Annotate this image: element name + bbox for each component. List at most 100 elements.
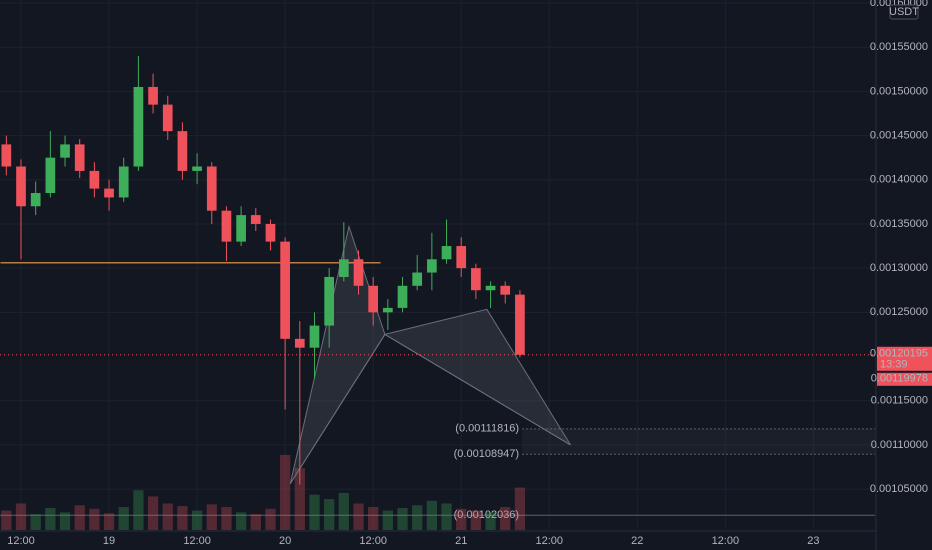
candle-body — [221, 210, 232, 242]
volume-bar — [470, 510, 482, 530]
volume-bar — [118, 507, 129, 530]
candle-body — [383, 307, 393, 313]
candle-body — [192, 166, 202, 171]
candle-body — [309, 325, 320, 348]
volume-bar — [294, 468, 305, 530]
candle-body — [456, 246, 467, 269]
y-tick-label: 0.00125000 — [870, 306, 928, 318]
volume-bar — [30, 514, 41, 530]
currency-box — [889, 4, 919, 20]
currency-label: USDT — [889, 6, 919, 18]
volume-bar — [1, 510, 12, 530]
volume-bar — [265, 508, 276, 530]
x-tick-label: 12:00 — [183, 535, 211, 547]
candle-body — [250, 215, 261, 224]
candle-body — [280, 241, 290, 339]
candle-body — [294, 338, 305, 348]
x-tick-label: 19 — [103, 535, 115, 547]
volume-bar — [382, 510, 393, 530]
volume-bar — [162, 503, 173, 530]
x-tick-label: 21 — [455, 535, 467, 547]
volume-bar — [133, 490, 144, 530]
volume-bar — [338, 492, 349, 530]
volume-bar — [309, 494, 320, 530]
candle-body — [74, 144, 85, 171]
level-label: (0.00111816) — [455, 423, 519, 435]
last-price-label: 0.00120195 — [870, 348, 928, 360]
x-tick-label: 12:00 — [7, 535, 35, 547]
volume-bar — [456, 508, 467, 530]
candle-body — [441, 246, 452, 260]
volume-bar — [426, 500, 438, 530]
volume-bar — [441, 503, 452, 530]
volume-bar — [368, 507, 379, 530]
candle-body — [515, 294, 525, 355]
candle-body — [118, 166, 129, 198]
volume-bar — [45, 507, 56, 530]
y-tick-label: 0.00140000 — [870, 174, 928, 186]
candle-body — [162, 104, 173, 132]
volume-bar — [147, 496, 159, 530]
volume-bar — [485, 512, 496, 530]
volume-bar — [250, 514, 261, 530]
candle-body — [206, 166, 217, 211]
candle-body — [30, 193, 41, 207]
volume-bar — [353, 503, 364, 530]
level-zone — [522, 428, 875, 455]
candle-body — [104, 188, 114, 198]
candle-body — [368, 285, 379, 313]
candle-body — [45, 157, 56, 194]
x-tick-label: 20 — [279, 535, 291, 547]
volume-bar — [221, 507, 232, 530]
volume-bar — [74, 505, 85, 530]
candle-body — [265, 223, 276, 242]
candle-body — [471, 268, 481, 291]
candle-body — [177, 131, 188, 171]
y-tick-label: 0.00160000 — [870, 0, 928, 9]
volume-bar — [103, 513, 115, 530]
volume-bar — [59, 512, 71, 530]
y-tick-label: 0.00115000 — [871, 395, 928, 407]
candle-body — [16, 166, 26, 207]
y-tick-label: 0.00145000 — [870, 129, 928, 141]
y-tick-label: 0.00150000 — [870, 85, 928, 97]
candle-body — [133, 86, 144, 167]
marker-price-box — [877, 372, 932, 386]
volume-bar — [191, 510, 203, 530]
volume-bar — [514, 487, 526, 530]
candle-body — [412, 272, 423, 286]
y-tick-label: 0.00135000 — [870, 218, 928, 230]
y-tick-label: 0.00105000 — [870, 483, 928, 495]
x-tick-label: 12:00 — [535, 535, 563, 547]
countdown-label: 13:39 — [880, 359, 908, 371]
candle-body — [338, 259, 349, 277]
x-tick-label: 12:00 — [712, 535, 740, 547]
marker-price-label: 0.00119978 — [871, 373, 928, 385]
volume-bar — [397, 507, 408, 530]
x-tick-label: 23 — [807, 535, 819, 547]
candle-body — [500, 285, 511, 295]
pattern-leg — [289, 333, 571, 485]
candle-body — [427, 259, 437, 273]
y-tick-label: 0.00155000 — [870, 41, 928, 53]
volume-bar — [324, 499, 335, 530]
candle-body — [89, 170, 100, 189]
volume-bar — [89, 508, 100, 530]
volume-bar — [279, 454, 291, 530]
volume-bar — [235, 512, 247, 530]
candle-body — [1, 144, 12, 167]
candle-body — [60, 144, 70, 158]
volume-bar — [206, 504, 217, 530]
level-label: (0.00108947) — [454, 448, 519, 460]
volume-bar — [500, 507, 511, 530]
x-tick-label: 22 — [631, 535, 643, 547]
volume-bar — [15, 503, 27, 530]
candle-body — [148, 86, 158, 105]
candle-body — [397, 285, 408, 308]
candle-body — [236, 215, 246, 242]
candle-body — [353, 259, 364, 286]
y-tick-label: 0.00130000 — [870, 262, 928, 274]
